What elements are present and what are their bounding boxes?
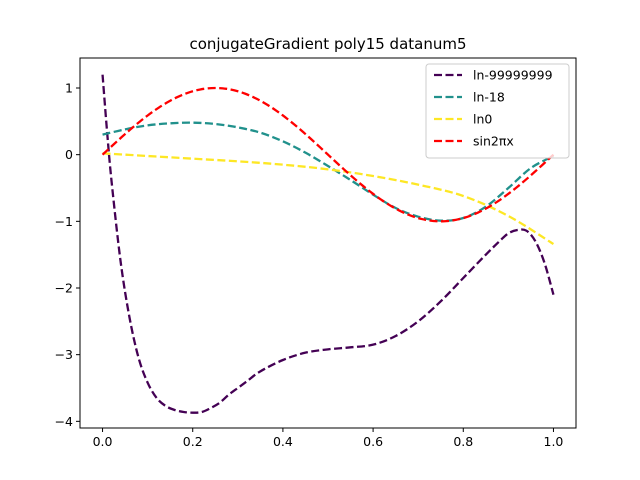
legend-label: ln-18 [473, 90, 505, 105]
legend-label: ln0 [473, 112, 492, 127]
x-tick-label: 1.0 [544, 434, 564, 449]
y-tick-label: −2 [55, 281, 73, 296]
y-tick-label: −4 [55, 414, 73, 429]
legend-label: ln-99999999 [473, 68, 553, 83]
series-line-0 [101, 74, 555, 414]
x-tick-label: 0.4 [273, 434, 293, 449]
y-tick-label: 1 [65, 81, 73, 96]
legend: ln-99999999 ln-18 ln0 sin2πx [425, 63, 570, 159]
y-tick-label: 0 [65, 147, 73, 162]
x-axis: 0.0 0.2 0.4 0.6 0.8 1.0 [93, 428, 564, 449]
series-layer [101, 74, 555, 414]
series-line-3 [101, 86, 555, 223]
y-tick-label: −1 [55, 214, 73, 229]
legend-label: sin2πx [473, 134, 514, 149]
x-tick-label: 0.6 [363, 434, 383, 449]
x-tick-label: 0.8 [453, 434, 473, 449]
y-axis: −4 −3 −2 −1 0 1 [55, 81, 80, 429]
x-tick-label: 0.2 [183, 434, 203, 449]
legend-box [425, 63, 570, 159]
plot-frame [79, 57, 577, 429]
y-tick-label: −3 [55, 347, 73, 362]
series-line-2 [102, 152, 555, 245]
chart-title: conjugateGradient poly15 datanum5 [189, 35, 466, 53]
x-tick-label: 0.0 [93, 434, 113, 449]
